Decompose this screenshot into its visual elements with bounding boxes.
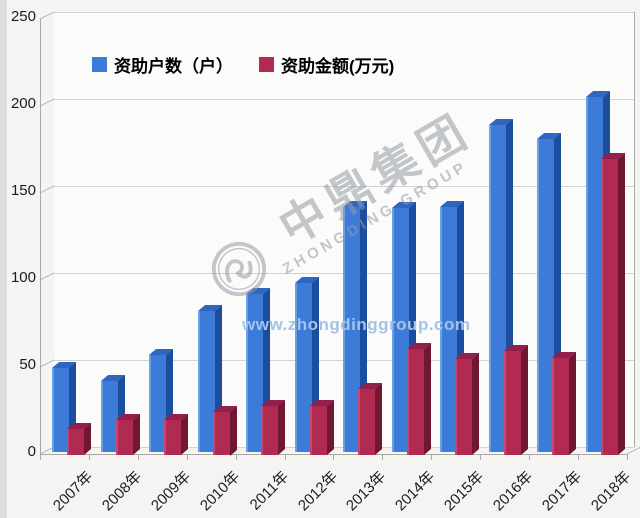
bar-amount-2016年 <box>503 350 521 455</box>
bar-amount-2017年 <box>552 357 569 455</box>
bar-amount-2009年 <box>164 420 181 455</box>
bar-amount-2011年 <box>261 406 278 455</box>
category-tick <box>333 454 335 460</box>
category-tick <box>88 454 90 460</box>
gridline <box>54 99 634 100</box>
category-tick <box>626 454 628 460</box>
left-edge-strip <box>0 0 7 518</box>
bar-amount-2014年 <box>406 348 424 455</box>
bar-households-2011年 <box>246 293 263 452</box>
legend-swatch-blue-icon <box>92 57 107 72</box>
category-tick <box>382 454 384 460</box>
bar-households-2017年 <box>537 138 554 452</box>
category-tick <box>480 454 482 460</box>
bar-households-2013年 <box>343 206 360 452</box>
category-tick <box>186 454 188 460</box>
bar-households-2010年 <box>197 311 215 452</box>
bar-amount-2010年 <box>212 411 230 455</box>
legend-item-households: 资助户数（户） <box>92 52 233 77</box>
legend-label-amount: 资助金额(万元) <box>281 57 395 76</box>
y-axis-tick-label: 150 <box>10 182 36 199</box>
axis-tick-connector <box>39 185 55 194</box>
bar-households-2009年 <box>149 354 166 452</box>
y-axis-tick-label: 250 <box>10 8 36 25</box>
category-tick <box>577 454 579 460</box>
category-tick <box>431 454 433 460</box>
y-axis-tick-label: 200 <box>10 95 36 112</box>
legend-item-amount: 资助金额(万元) <box>259 52 394 77</box>
legend-swatch-red-icon <box>259 57 274 72</box>
bar-households-2012年 <box>294 283 312 452</box>
bar-amount-2007年 <box>67 428 84 455</box>
gridline <box>54 12 634 13</box>
legend-label-households: 资助户数（户） <box>114 57 233 76</box>
bar-amount-2015年 <box>455 359 472 455</box>
y-axis-tick-label: 100 <box>10 269 36 286</box>
bar-households-2015年 <box>440 206 457 452</box>
category-tick <box>40 454 41 460</box>
bar-households-2016年 <box>488 124 506 452</box>
category-tick <box>529 454 530 460</box>
category-tick <box>284 454 286 460</box>
bar-amount-2013年 <box>358 388 375 455</box>
axis-tick-connector <box>39 11 55 20</box>
gridline <box>54 186 634 187</box>
bar-households-2018年 <box>585 97 603 452</box>
y-axis-tick-label: 0 <box>27 443 36 460</box>
axis-tick-connector <box>39 98 55 107</box>
category-tick <box>235 454 237 460</box>
chart-legend: 资助户数（户） 资助金额(万元) <box>92 52 394 77</box>
right-wall-edge <box>634 12 635 447</box>
x-axis-tick-label: 2018年 <box>587 468 635 515</box>
axis-tick-connector <box>39 272 55 281</box>
bar-amount-2018年 <box>600 159 618 455</box>
bar-households-2007年 <box>52 368 69 452</box>
category-tick <box>137 454 139 460</box>
bar-households-2014年 <box>391 208 409 452</box>
bar-households-2008年 <box>100 380 118 452</box>
bar-amount-2008年 <box>115 420 133 455</box>
bar-amount-2012年 <box>309 406 327 455</box>
y-axis-tick-label: 50 <box>19 356 36 373</box>
y-axis-line <box>40 19 41 459</box>
